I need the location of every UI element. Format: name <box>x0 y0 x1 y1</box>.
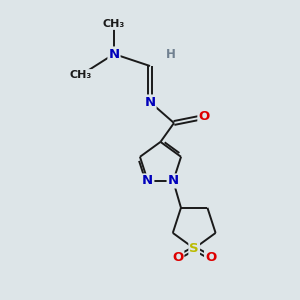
Text: O: O <box>198 110 210 124</box>
Text: S: S <box>189 242 199 255</box>
Text: H: H <box>166 47 176 61</box>
Text: O: O <box>172 251 183 264</box>
Text: N: N <box>108 47 120 61</box>
Text: N: N <box>144 95 156 109</box>
Text: CH₃: CH₃ <box>70 70 92 80</box>
Text: N: N <box>142 175 153 188</box>
Text: O: O <box>205 251 216 264</box>
Text: N: N <box>168 175 179 188</box>
Text: CH₃: CH₃ <box>103 19 125 29</box>
